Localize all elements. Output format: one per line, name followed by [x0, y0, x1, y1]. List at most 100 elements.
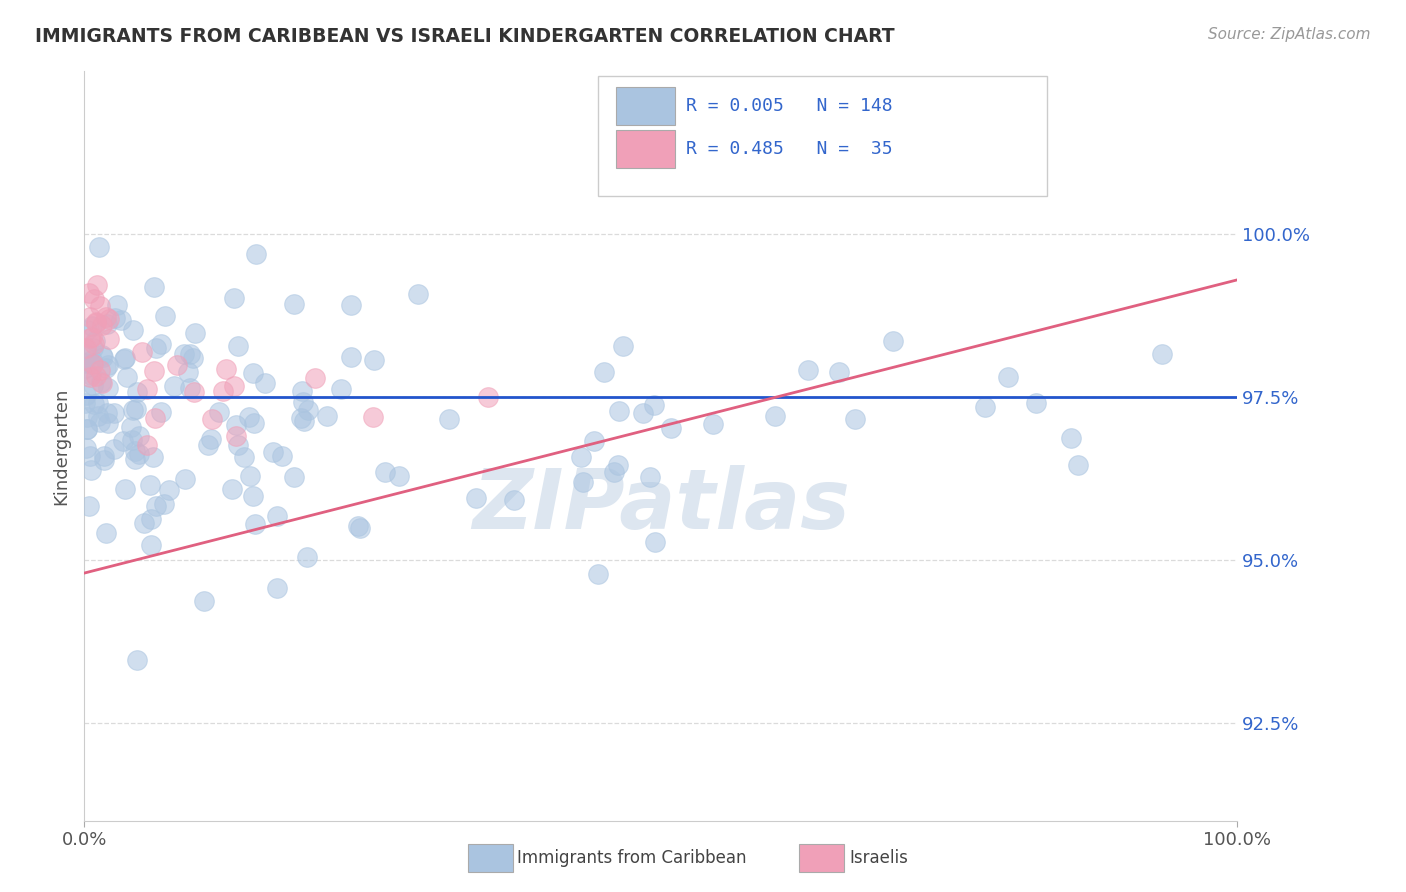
Point [96, 310, 118, 325]
Point [292, 414, 315, 428]
Point [1150, 347, 1173, 361]
Point [90, 375, 112, 389]
Point [201, 412, 224, 426]
Point [145, 342, 167, 356]
Y-axis label: Kindergarten: Kindergarten [52, 387, 70, 505]
Point [75, 361, 97, 376]
Point [96, 318, 118, 332]
Point [291, 395, 314, 409]
Point [828, 365, 851, 379]
Point [844, 412, 866, 426]
Point [238, 410, 260, 425]
Point [330, 382, 353, 396]
Point [128, 429, 150, 443]
Point [243, 416, 266, 430]
Point [89, 299, 111, 313]
Point [262, 445, 284, 459]
Point [349, 521, 371, 535]
Point [97, 416, 120, 430]
Point [200, 432, 222, 446]
Point [96, 405, 118, 419]
Point [239, 469, 262, 483]
Point [181, 351, 204, 365]
Point [363, 353, 385, 368]
Point [121, 403, 143, 417]
Point [110, 312, 132, 326]
Point [87, 240, 110, 254]
Point [75, 388, 97, 402]
Point [245, 516, 267, 531]
Point [90, 318, 112, 332]
Point [83, 397, 105, 411]
Point [87, 409, 110, 423]
Point [124, 444, 146, 458]
Point [96, 381, 118, 395]
Point [112, 351, 135, 366]
Point [79, 449, 101, 463]
Point [79, 370, 101, 384]
Point [79, 310, 101, 325]
Point [124, 452, 146, 467]
Point [104, 311, 127, 326]
Point [93, 452, 115, 467]
Point [86, 277, 108, 292]
Point [254, 376, 277, 390]
Point [266, 508, 288, 523]
Point [228, 338, 250, 352]
Point [131, 344, 153, 359]
Point [221, 483, 243, 497]
Point [569, 450, 592, 464]
Point [120, 419, 142, 434]
Point [226, 438, 249, 452]
Point [135, 437, 157, 451]
Point [304, 370, 326, 384]
Point [83, 337, 105, 351]
Point [105, 298, 128, 312]
Point [125, 385, 148, 400]
Point [75, 342, 97, 356]
Point [80, 368, 103, 382]
Text: Source: ZipAtlas.com: Source: ZipAtlas.com [1208, 27, 1371, 42]
Point [340, 298, 363, 312]
Point [997, 370, 1019, 384]
Point [97, 332, 120, 346]
Point [76, 422, 98, 436]
Point [316, 409, 339, 424]
Point [83, 292, 105, 306]
Point [142, 450, 165, 464]
Point [77, 285, 100, 300]
Point [125, 401, 148, 416]
Point [882, 334, 904, 348]
Point [76, 422, 98, 436]
Point [1066, 458, 1088, 472]
Point [84, 316, 107, 330]
Point [297, 549, 319, 564]
Point [94, 526, 117, 541]
Point [143, 280, 166, 294]
Point [612, 339, 634, 353]
Point [593, 365, 616, 379]
Point [83, 334, 105, 348]
Point [73, 396, 96, 410]
Point [406, 287, 429, 301]
Point [763, 409, 786, 423]
Point [702, 417, 724, 432]
Point [974, 400, 997, 414]
Point [607, 403, 630, 417]
Point [143, 410, 166, 425]
Point [76, 409, 98, 424]
Point [73, 356, 96, 370]
Point [290, 411, 312, 425]
Point [174, 472, 197, 486]
Point [374, 466, 396, 480]
Point [225, 418, 247, 433]
Point [347, 519, 370, 533]
Point [797, 363, 820, 377]
Point [115, 370, 138, 384]
Point [157, 483, 180, 497]
Point [142, 364, 165, 378]
Point [465, 491, 488, 506]
Point [340, 350, 363, 364]
Point [571, 475, 593, 489]
Point [114, 482, 136, 496]
